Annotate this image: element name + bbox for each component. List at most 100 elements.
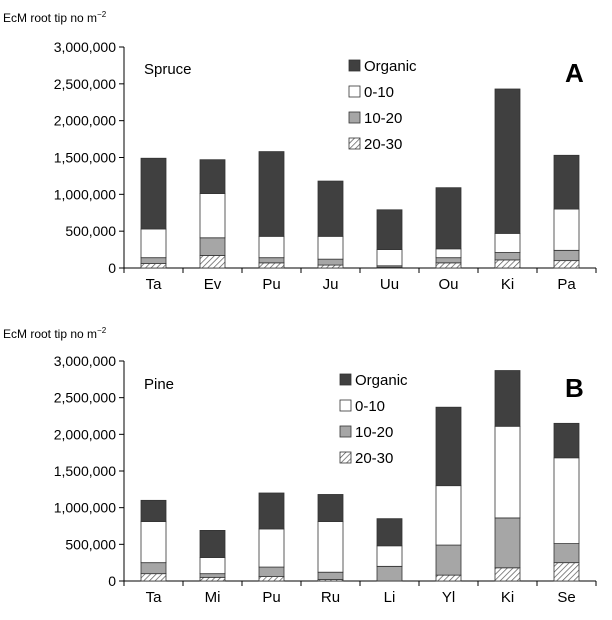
x-tick-label: Li [384, 589, 396, 606]
bar-li-organic [376, 518, 403, 547]
x-tick-label: Pa [557, 276, 576, 293]
x-tick-label: Pu [262, 589, 280, 606]
legend-swatch-0-10 [339, 399, 352, 412]
y-tick-label: 2,000,000 [54, 426, 116, 442]
panel-label: B [565, 373, 584, 403]
y-tick-label: 3,000,000 [54, 353, 116, 369]
x-tick-label: Yl [442, 589, 455, 606]
bar-pa-0-10 [553, 208, 580, 251]
bar-pa-20-30 [553, 260, 580, 269]
y-tick-label: 1,500,000 [54, 463, 116, 479]
y-tick-label: 0 [108, 573, 116, 589]
bar-ta-organic [140, 157, 167, 230]
bar-pu-organic [258, 151, 285, 237]
legend-label-10-20: 10-20 [364, 110, 402, 127]
bar-uu-organic [376, 209, 403, 250]
legend-swatch-20-30 [339, 451, 352, 464]
bar-ju-20-30 [317, 264, 344, 269]
bar-se-10-20 [553, 543, 580, 564]
bar-yl-20-30 [435, 574, 462, 582]
bar-mi-20-30 [199, 576, 226, 582]
legend-label-organic: Organic [364, 58, 417, 75]
bar-ta-20-30 [140, 573, 167, 582]
y-axis-label: EcM root tip no m−2 [3, 10, 107, 25]
bar-ki-organic [494, 370, 521, 427]
bar-ki-20-30 [494, 259, 521, 269]
x-tick-label: Ta [146, 276, 163, 293]
x-tick-label: Ru [321, 589, 340, 606]
bar-pu-10-20 [258, 257, 285, 264]
y-tick-label: 1,000,000 [54, 500, 116, 516]
bar-li-10-20 [376, 565, 403, 582]
y-tick-label: 3,000,000 [54, 39, 116, 55]
bar-ou-organic [435, 187, 462, 250]
bar-ki-10-20 [494, 252, 521, 261]
x-tick-label: Ta [146, 589, 163, 606]
x-tick-label: Ju [323, 276, 339, 293]
bar-ki-10-20 [494, 517, 521, 569]
y-tick-label: 500,000 [65, 223, 116, 239]
bar-se-organic [553, 422, 580, 459]
bar-ru-organic [317, 494, 344, 523]
x-tick-label: Ki [501, 276, 514, 293]
y-tick-label: 1,500,000 [54, 150, 116, 166]
x-tick-label: Uu [380, 276, 399, 293]
legend-label-0-10: 0-10 [364, 84, 394, 101]
legend-swatch-10-20 [348, 111, 361, 124]
legend-label-20-30: 20-30 [355, 450, 393, 467]
bar-ev-0-10 [199, 193, 226, 239]
bar-ta-10-20 [140, 562, 167, 575]
y-tick-label: 0 [108, 260, 116, 276]
bar-ki-0-10 [494, 232, 521, 253]
bar-ta-10-20 [140, 257, 167, 264]
legend-swatch-20-30 [348, 137, 361, 150]
bar-ru-10-20 [317, 571, 344, 580]
y-tick-label: 1,000,000 [54, 186, 116, 202]
bar-se-0-10 [553, 457, 580, 544]
y-axis-label: EcM root tip no m−2 [3, 326, 107, 341]
legend-swatch-organic [339, 373, 352, 386]
y-tick-label: 2,500,000 [54, 390, 116, 406]
y-axis-label-superscript: −2 [97, 10, 107, 19]
bar-pu-0-10 [258, 528, 285, 568]
bar-ou-20-30 [435, 262, 462, 269]
bar-pu-20-30 [258, 262, 285, 269]
bar-mi-organic [199, 530, 226, 558]
bar-ou-10-20 [435, 257, 462, 264]
bar-ru-0-10 [317, 521, 344, 573]
bar-pa-organic [553, 154, 580, 210]
bar-ju-10-20 [317, 258, 344, 266]
bar-ta-20-30 [140, 263, 167, 269]
x-tick-label: Ev [204, 276, 222, 293]
bar-ta-0-10 [140, 521, 167, 564]
bar-mi-0-10 [199, 557, 226, 575]
legend-label-10-20: 10-20 [355, 424, 393, 441]
bar-ki-0-10 [494, 425, 521, 519]
bar-pu-organic [258, 492, 285, 530]
bar-li-0-10 [376, 545, 403, 567]
panel-label: A [565, 58, 584, 88]
bar-pa-10-20 [553, 249, 580, 262]
bar-ev-10-20 [199, 237, 226, 256]
bar-pu-10-20 [258, 566, 285, 577]
bar-ki-20-30 [494, 567, 521, 582]
chart-panel-a: EcM root tip no m−2 0 500,000 1,000,000 1,50… [3, 10, 597, 293]
bar-yl-10-20 [435, 544, 462, 576]
y-tick-label: 2,000,000 [54, 113, 116, 129]
y-tick-label: 2,500,000 [54, 76, 116, 92]
bar-se-20-30 [553, 562, 580, 582]
panel-title: Pine [144, 376, 174, 393]
x-tick-label: Ou [438, 276, 458, 293]
x-tick-label: Pu [262, 276, 280, 293]
bar-ev-20-30 [199, 255, 226, 269]
chart-panel-b: EcM root tip no m−2 0 500,000 1,000,000 1,50… [3, 326, 597, 606]
bar-uu-0-10 [376, 249, 403, 267]
y-axis-label-superscript: −2 [97, 326, 107, 335]
bar-ou-0-10 [435, 248, 462, 259]
bar-pu-20-30 [258, 576, 285, 582]
bar-mi-10-20 [199, 573, 226, 578]
bar-ta-0-10 [140, 228, 167, 259]
legend-swatch-10-20 [339, 425, 352, 438]
